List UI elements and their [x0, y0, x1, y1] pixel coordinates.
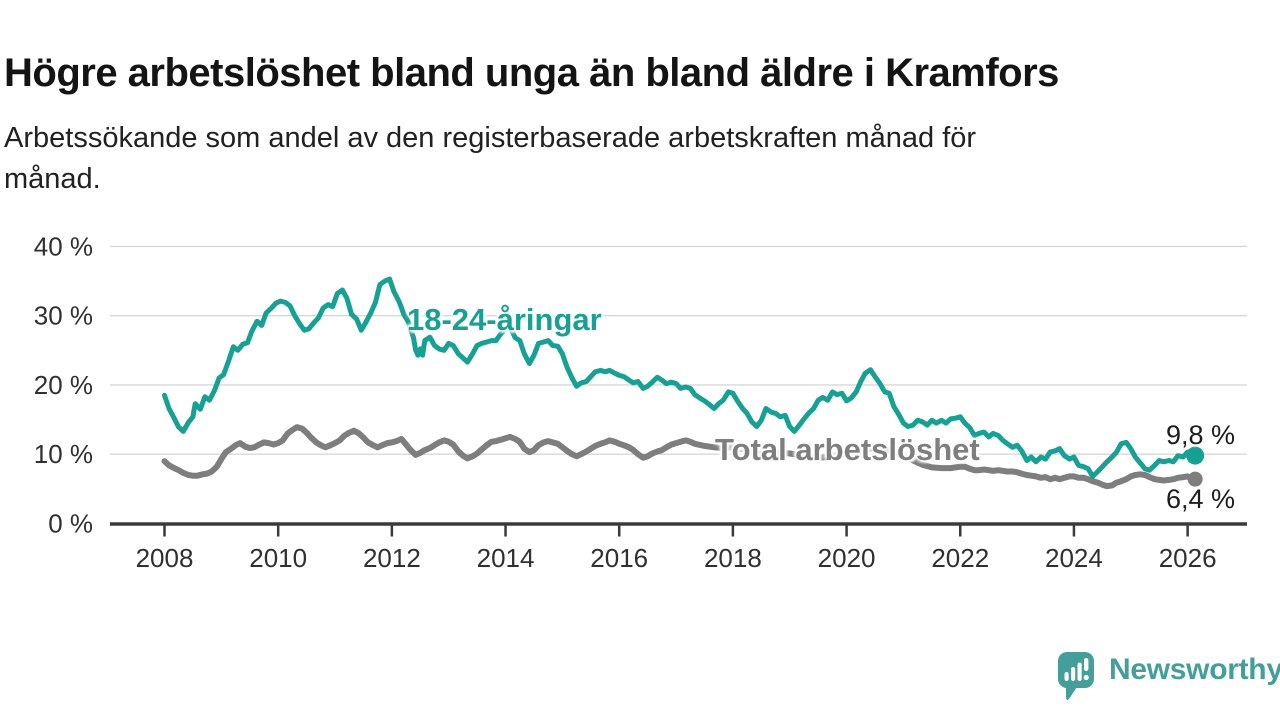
series-label-young: 18-24-åringar	[407, 302, 602, 337]
x-tick-label: 2020	[818, 543, 876, 573]
newsworthy-wordmark: Newsworthy	[1109, 653, 1280, 686]
newsworthy-logo-icon	[1058, 652, 1094, 700]
y-tick-label: 30 %	[34, 301, 93, 331]
x-tick-label: 2026	[1159, 543, 1217, 573]
x-tick-label: 2016	[590, 543, 648, 573]
x-tick-label: 2014	[477, 543, 535, 573]
y-tick-label: 20 %	[34, 370, 93, 400]
series-line-total	[161, 424, 1196, 490]
x-tick-label: 2008	[136, 543, 194, 573]
x-tick-label: 2010	[249, 543, 307, 573]
series-line-young	[162, 276, 1195, 479]
series-label-total: Total arbetslöshet	[715, 432, 980, 467]
page-title: Högre arbetslöshet bland unga än bland ä…	[4, 50, 1059, 95]
x-tick-label: 2022	[931, 543, 989, 573]
x-tick-label: 2012	[363, 543, 421, 573]
x-tick-label: 2024	[1045, 543, 1103, 573]
end-value-young: 9,8 %	[1166, 420, 1236, 450]
newsworthy-logo: Newsworthy	[1056, 650, 1280, 702]
chart-subtitle: Arbetssökande som andel av den registerb…	[4, 118, 1234, 200]
x-tick-label: 2018	[704, 543, 762, 573]
y-tick-label: 0 %	[48, 509, 93, 539]
end-value-total: 6,4 %	[1166, 484, 1236, 514]
y-tick-label: 40 %	[34, 231, 93, 261]
y-tick-label: 10 %	[34, 439, 93, 469]
chart-subtitle-line1: Arbetssökande som andel av den registerb…	[4, 122, 977, 154]
chart-subtitle-line2: månad.	[4, 163, 101, 195]
